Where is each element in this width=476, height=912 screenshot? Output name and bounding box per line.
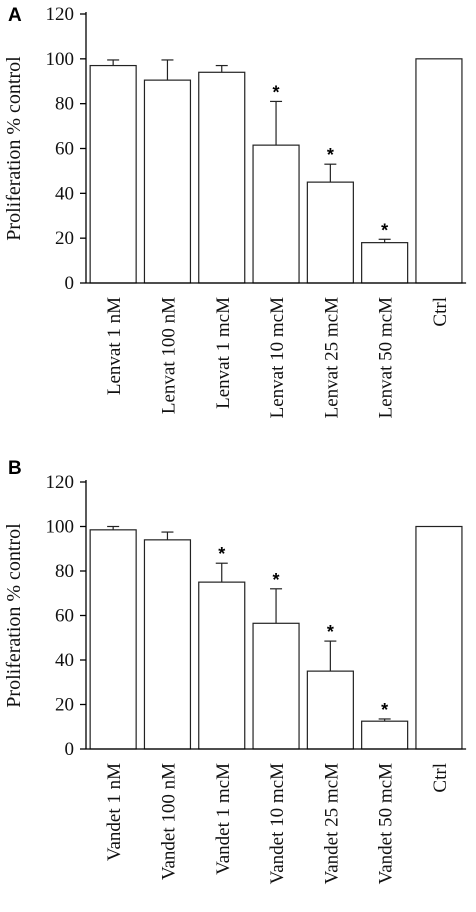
- y-tick-label: 60: [55, 139, 74, 160]
- x-tick-label: Ctrl: [430, 763, 451, 793]
- x-tick-label: Vandet 100 nM: [158, 763, 179, 880]
- x-tick-label: Lenvat 1 nM: [104, 297, 125, 395]
- x-tick-label: Vandet 25 mcM: [321, 763, 342, 884]
- y-tick-label: 20: [55, 695, 74, 716]
- panel-label: A: [8, 5, 22, 26]
- bar: [306, 670, 354, 750]
- significance-marker: *: [327, 145, 334, 165]
- bar: [143, 539, 192, 750]
- bar: [89, 529, 137, 750]
- y-tick-label: 40: [55, 183, 74, 204]
- x-tick-label: Lenvat 10 mcM: [267, 297, 288, 418]
- bar-chart-b: B Proliferation % control 0 20 40 60 80 100 120 V…: [3, 458, 467, 884]
- x-tick-label: Vandet 1 mcM: [213, 763, 234, 875]
- significance-marker: *: [327, 622, 334, 642]
- panel-label: B: [8, 458, 22, 479]
- y-axis-label: Proliferation % control: [3, 56, 25, 241]
- x-tick-label: Lenvat 100 nM: [158, 297, 179, 414]
- bar: [252, 144, 300, 284]
- bar-chart-a: A Proliferation % control 0 20 40 60 80 100 120 L…: [3, 4, 467, 418]
- bar: [143, 79, 192, 284]
- y-tick-label: 20: [55, 228, 74, 249]
- y-tick-label: 0: [65, 273, 75, 294]
- y-tick-label: 80: [55, 561, 74, 582]
- x-tick-label: Lenvat 25 mcM: [321, 297, 342, 418]
- bar: [361, 242, 409, 284]
- x-tick-label: Ctrl: [430, 297, 451, 327]
- y-tick-label: 80: [55, 94, 74, 115]
- bar: [415, 58, 463, 284]
- y-tick-label: 100: [46, 517, 75, 538]
- x-tick-label: Vandet 50 mcM: [376, 763, 397, 884]
- y-tick-label: 0: [65, 739, 75, 760]
- significance-marker: *: [273, 82, 280, 102]
- bar: [198, 71, 246, 284]
- x-tick-label: Lenvat 1 mcM: [213, 297, 234, 409]
- bar: [89, 64, 137, 284]
- bar: [198, 581, 246, 750]
- bar: [415, 525, 463, 750]
- bar: [306, 181, 354, 284]
- x-tick-label: Vandet 10 mcM: [267, 763, 288, 884]
- significance-marker: *: [273, 570, 280, 590]
- bar: [361, 720, 409, 750]
- y-tick-label: 40: [55, 650, 74, 671]
- significance-marker: *: [381, 700, 388, 720]
- chart-panel-a: A Proliferation % control 0 20 40 60 80 100 120 L…: [3, 4, 467, 418]
- bar: [252, 622, 300, 750]
- significance-marker: *: [381, 220, 388, 240]
- significance-marker: *: [218, 544, 225, 564]
- x-tick-label: Vandet 1 nM: [104, 763, 125, 861]
- y-axis-label: Proliferation % control: [3, 523, 25, 708]
- chart-panel-b: B Proliferation % control 0 20 40 60 80 100 120 V…: [0, 456, 476, 912]
- y-tick-label: 120: [46, 4, 75, 25]
- y-tick-label: 60: [55, 606, 74, 627]
- y-tick-label: 120: [46, 472, 75, 493]
- x-tick-label: Lenvat 50 mcM: [376, 297, 397, 418]
- y-tick-label: 100: [46, 49, 75, 70]
